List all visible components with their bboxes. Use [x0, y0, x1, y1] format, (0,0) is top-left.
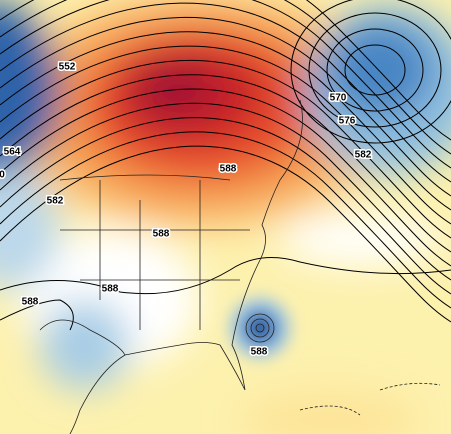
coastlines	[39, 99, 441, 434]
contour-label: 582	[47, 196, 64, 207]
contour-label: 564	[4, 147, 21, 158]
contour-line	[0, 0, 451, 169]
contour-line	[0, 145, 451, 323]
contour-label: 552	[59, 62, 76, 73]
contour-labels: 552 564 0 582 588 588 588 588 588 570 576 582	[0, 60, 373, 359]
contour-label: 588	[22, 297, 39, 308]
contour-line	[0, 88, 451, 267]
contour-label: 588	[102, 284, 119, 295]
contour-label: 570	[330, 93, 347, 104]
contour-line	[0, 257, 451, 295]
contour-line	[0, 2, 451, 183]
contour-line	[0, 0, 451, 155]
contour-line	[0, 45, 451, 225]
contour-line	[344, 44, 406, 96]
contour-label: 588	[153, 229, 170, 240]
contour-line	[326, 28, 424, 112]
contour-line	[0, 17, 451, 197]
contour-line	[308, 12, 442, 128]
contour-label: 582	[355, 150, 372, 161]
contour-line	[0, 60, 451, 239]
contour-line	[0, 117, 451, 295]
contour-line	[0, 299, 74, 331]
contour-label: 588	[251, 347, 268, 358]
contour-line	[0, 0, 451, 141]
contour-line	[0, 31, 451, 211]
contour-line	[0, 131, 451, 309]
contour-line	[290, 0, 451, 144]
contour-label: 588	[220, 164, 237, 175]
contour-label: 576	[339, 116, 356, 127]
contour-line	[0, 74, 451, 253]
contour-label: 0	[0, 170, 5, 181]
height-contours	[0, 0, 451, 331]
contour-line	[0, 102, 451, 281]
